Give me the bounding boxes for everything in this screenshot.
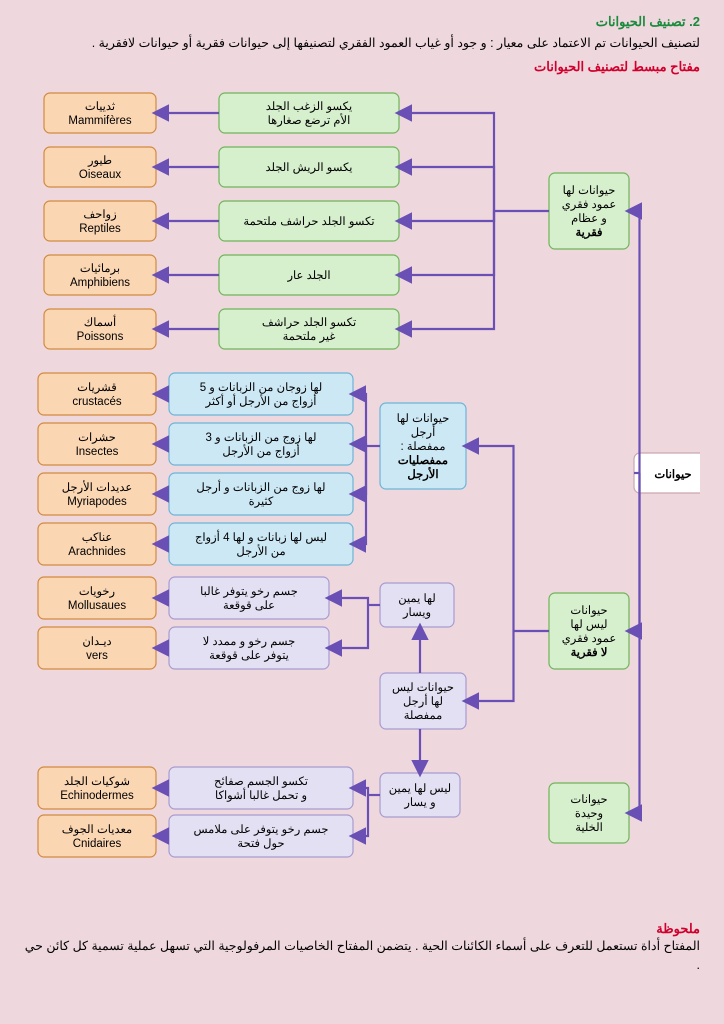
svg-text:حشرات: حشرات (78, 431, 116, 444)
svg-text:ممفصلة :: ممفصلة : (401, 440, 446, 453)
svg-text:لها زوج من الزبانات و أرجل: لها زوج من الزبانات و أرجل (196, 479, 325, 494)
svg-text:Mollusaues: Mollusaues (68, 600, 126, 612)
svg-text:Oiseaux: Oiseaux (79, 169, 121, 181)
svg-text:Amphibiens: Amphibiens (70, 277, 130, 289)
svg-text:أزواج من الأرجل أو أكثر: أزواج من الأرجل أو أكثر (205, 393, 317, 408)
section-title: 2. تصنيف الحيوانات (24, 14, 700, 30)
svg-text:vers: vers (86, 650, 108, 662)
svg-text:يكسو الريش الجلد: يكسو الريش الجلد (265, 161, 352, 174)
svg-text:و يسار: و يسار (403, 796, 435, 809)
svg-text:أرجل: أرجل (411, 424, 436, 439)
svg-text:جسم رخو و ممدد لا: جسم رخو و ممدد لا (203, 635, 295, 648)
svg-text:طيور: طيور (87, 154, 112, 167)
svg-text:حيوانات: حيوانات (570, 604, 607, 617)
svg-text:حيوانات لها: حيوانات لها (397, 412, 450, 425)
svg-text:Cnidaires: Cnidaires (73, 838, 122, 850)
svg-text:غير ملتحمة: غير ملتحمة (283, 330, 336, 343)
svg-text:و عظام: و عظام (571, 212, 607, 225)
svg-text:لها يمين: لها يمين (398, 592, 436, 605)
svg-text:حيوانات لها: حيوانات لها (563, 184, 616, 197)
svg-text:أزواج من الأرجل: أزواج من الأرجل (222, 443, 299, 458)
svg-text:ممفصليات: ممفصليات (398, 454, 448, 467)
svg-text:يكسو الزغب الجلد: يكسو الزغب الجلد (266, 100, 352, 113)
svg-text:شوكيات الجلد: شوكيات الجلد (64, 775, 130, 788)
svg-text:Insectes: Insectes (76, 446, 119, 458)
svg-text:على قوقعة: على قوقعة (223, 599, 275, 612)
svg-text:Mammifères: Mammifères (68, 115, 132, 127)
svg-text:ديـدان: ديـدان (82, 635, 111, 648)
svg-text:رخويات: رخويات (79, 585, 116, 598)
svg-text:الأم ترضع صغارها: الأم ترضع صغارها (268, 112, 351, 127)
svg-text:أسماك: أسماك (84, 314, 116, 329)
svg-text:عمود فقري: عمود فقري (562, 633, 616, 645)
svg-text:Myriapodes: Myriapodes (67, 496, 127, 508)
svg-text:crustacés: crustacés (72, 396, 121, 408)
svg-text:الجلد عار: الجلد عار (286, 269, 330, 282)
svg-text:ليس لها زبانات و لها 4 أزواج: ليس لها زبانات و لها 4 أزواج (195, 529, 327, 544)
svg-text:Poissons: Poissons (77, 331, 124, 343)
svg-text:جسم رخو يتوفر غالبا: جسم رخو يتوفر غالبا (200, 585, 298, 598)
svg-text:كثيرة: كثيرة (249, 495, 274, 508)
svg-text:ليس لها يمين: ليس لها يمين (389, 782, 451, 795)
svg-text:ويسار: ويسار (402, 606, 431, 619)
svg-text:الأرجل: الأرجل (407, 466, 438, 482)
svg-text:حيوانات: حيوانات (654, 468, 691, 482)
svg-text:عديدات الأرجل: عديدات الأرجل (62, 479, 132, 494)
svg-text:لها زوج من الزبانات و 3: لها زوج من الزبانات و 3 (206, 431, 317, 444)
svg-text:يتوفر على قوقعة: يتوفر على قوقعة (209, 649, 289, 662)
svg-text:تكسو الجلد حراشف ملتحمة: تكسو الجلد حراشف ملتحمة (243, 215, 374, 228)
svg-text:و تحمل غالبا أشواكا: و تحمل غالبا أشواكا (215, 787, 307, 802)
svg-text:حيوانات: حيوانات (570, 793, 607, 806)
svg-text:عناكب: عناكب (82, 531, 113, 544)
svg-text:حول فتحة: حول فتحة (237, 837, 284, 850)
svg-text:معديات الجوف: معديات الجوف (62, 823, 132, 836)
svg-text:عمود فقري: عمود فقري (562, 199, 616, 211)
note-title: ملحوظة (24, 921, 700, 937)
svg-text:Reptiles: Reptiles (79, 223, 121, 235)
classification-diagram: حيواناتحيوانات لهاعمود فقريو عظامفقريةحي… (24, 83, 700, 913)
svg-text:لها أرجل: لها أرجل (403, 693, 443, 708)
svg-text:ممفصلة: ممفصلة (404, 709, 443, 722)
svg-text:Echinodermes: Echinodermes (60, 790, 134, 802)
svg-text:الخلية: الخلية (575, 821, 603, 834)
svg-text:زواحف: زواحف (83, 208, 117, 221)
svg-text:من الأرجل: من الأرجل (236, 543, 285, 558)
svg-text:لها زوجان من الزبانات و 5: لها زوجان من الزبانات و 5 (200, 381, 323, 394)
note-text: المفتاح أداة تستعمل للتعرف على أسماء الك… (24, 937, 700, 975)
svg-text:ليس لها: ليس لها (570, 618, 607, 631)
svg-text:ثدييات: ثدييات (85, 100, 115, 113)
svg-text:جسم رخو يتوفر على ملامس: جسم رخو يتوفر على ملامس (194, 823, 329, 836)
svg-text:Arachnides: Arachnides (68, 546, 126, 558)
intro-text: لتصنيف الحيوانات تم الاعتماد على معيار :… (24, 34, 700, 53)
svg-text:فقرية: فقرية (575, 227, 603, 240)
svg-text:وحيدة: وحيدة (575, 808, 603, 820)
svg-text:تكسو الجسم صفائح: تكسو الجسم صفائح (214, 775, 308, 788)
svg-text:حيوانات ليس: حيوانات ليس (392, 681, 454, 694)
svg-text:برمائيات: برمائيات (80, 262, 120, 275)
svg-text:تكسو الجلد حراشف: تكسو الجلد حراشف (262, 316, 356, 329)
svg-text:قشريات: قشريات (77, 381, 117, 394)
key-title: مفتاح مبسط لتصنيف الحيوانات (24, 59, 700, 75)
svg-text:لا فقرية: لا فقرية (571, 646, 608, 660)
